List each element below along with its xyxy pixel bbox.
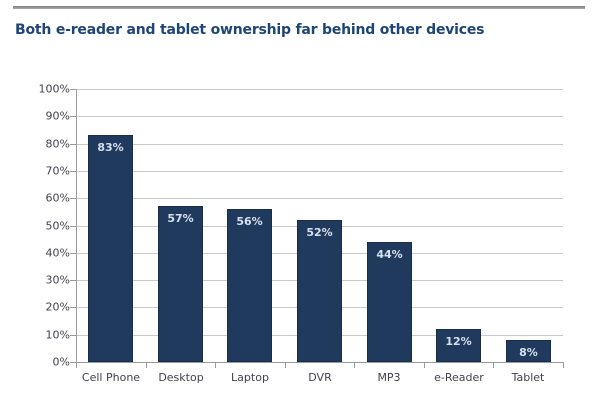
x-axis-category-label: MP3 [377, 371, 401, 384]
bar-value-label: 44% [376, 248, 403, 261]
gridline [76, 89, 563, 90]
bar [506, 340, 551, 362]
y-axis-tick-label: 30% [45, 273, 70, 287]
x-axis-line [76, 362, 564, 363]
x-axis-category-label: Tablet [511, 371, 545, 384]
bar-value-label: 8% [519, 346, 538, 359]
title-divider [13, 6, 585, 9]
y-axis-tick-label: 10% [45, 328, 70, 342]
y-axis-tick-label: 90% [45, 109, 70, 123]
y-axis-tick-label: 50% [45, 219, 70, 233]
y-axis-tick-label: 100% [38, 82, 70, 96]
gridline [76, 144, 563, 145]
bar [227, 209, 272, 362]
x-axis-category-label: e-Reader [434, 371, 484, 384]
bar [436, 329, 481, 362]
gridline [76, 171, 563, 172]
bar-value-label: 52% [306, 226, 333, 239]
y-axis-tick-label: 40% [45, 246, 70, 260]
y-axis-tick-label: 70% [45, 164, 70, 178]
y-axis-tick [70, 362, 76, 363]
x-axis-category-label: Cell Phone [81, 371, 141, 384]
y-axis-tick-label: 80% [45, 137, 70, 151]
y-axis-tick-label: 20% [45, 300, 70, 314]
y-axis-tick [70, 116, 76, 117]
chart-title: Both e-reader and tablet ownership far b… [15, 22, 485, 38]
x-axis-tick [76, 363, 77, 368]
y-axis-tick [70, 253, 76, 254]
x-axis-tick [146, 363, 147, 368]
gridline [76, 116, 563, 117]
x-axis-tick [493, 363, 494, 368]
x-axis-tick [215, 363, 216, 368]
bar-value-label: 12% [445, 335, 472, 348]
y-axis-tick [70, 198, 76, 199]
bar-value-label: 56% [236, 215, 263, 228]
bar-value-label: 83% [97, 141, 124, 154]
x-axis-category-label: DVR [308, 371, 332, 384]
bar [88, 135, 133, 362]
y-axis-tick [70, 89, 76, 90]
y-axis-tick [70, 171, 76, 172]
x-axis-tick [424, 363, 425, 368]
y-axis-tick-label: 60% [45, 191, 70, 205]
x-axis-tick [285, 363, 286, 368]
y-axis-tick [70, 307, 76, 308]
gridline [76, 198, 563, 199]
x-axis-category-label: Desktop [158, 371, 204, 384]
y-axis-line [76, 89, 77, 363]
y-axis-tick-label: 0% [52, 355, 70, 369]
bar-value-label: 57% [167, 212, 194, 225]
y-axis-tick [70, 226, 76, 227]
bar [367, 242, 412, 362]
x-axis-tick [563, 363, 564, 368]
y-axis-tick [70, 280, 76, 281]
y-axis-tick [70, 335, 76, 336]
y-axis-tick [70, 144, 76, 145]
x-axis-tick [354, 363, 355, 368]
bar [158, 206, 203, 362]
bar [297, 220, 342, 362]
x-axis-category-label: Laptop [231, 371, 269, 384]
